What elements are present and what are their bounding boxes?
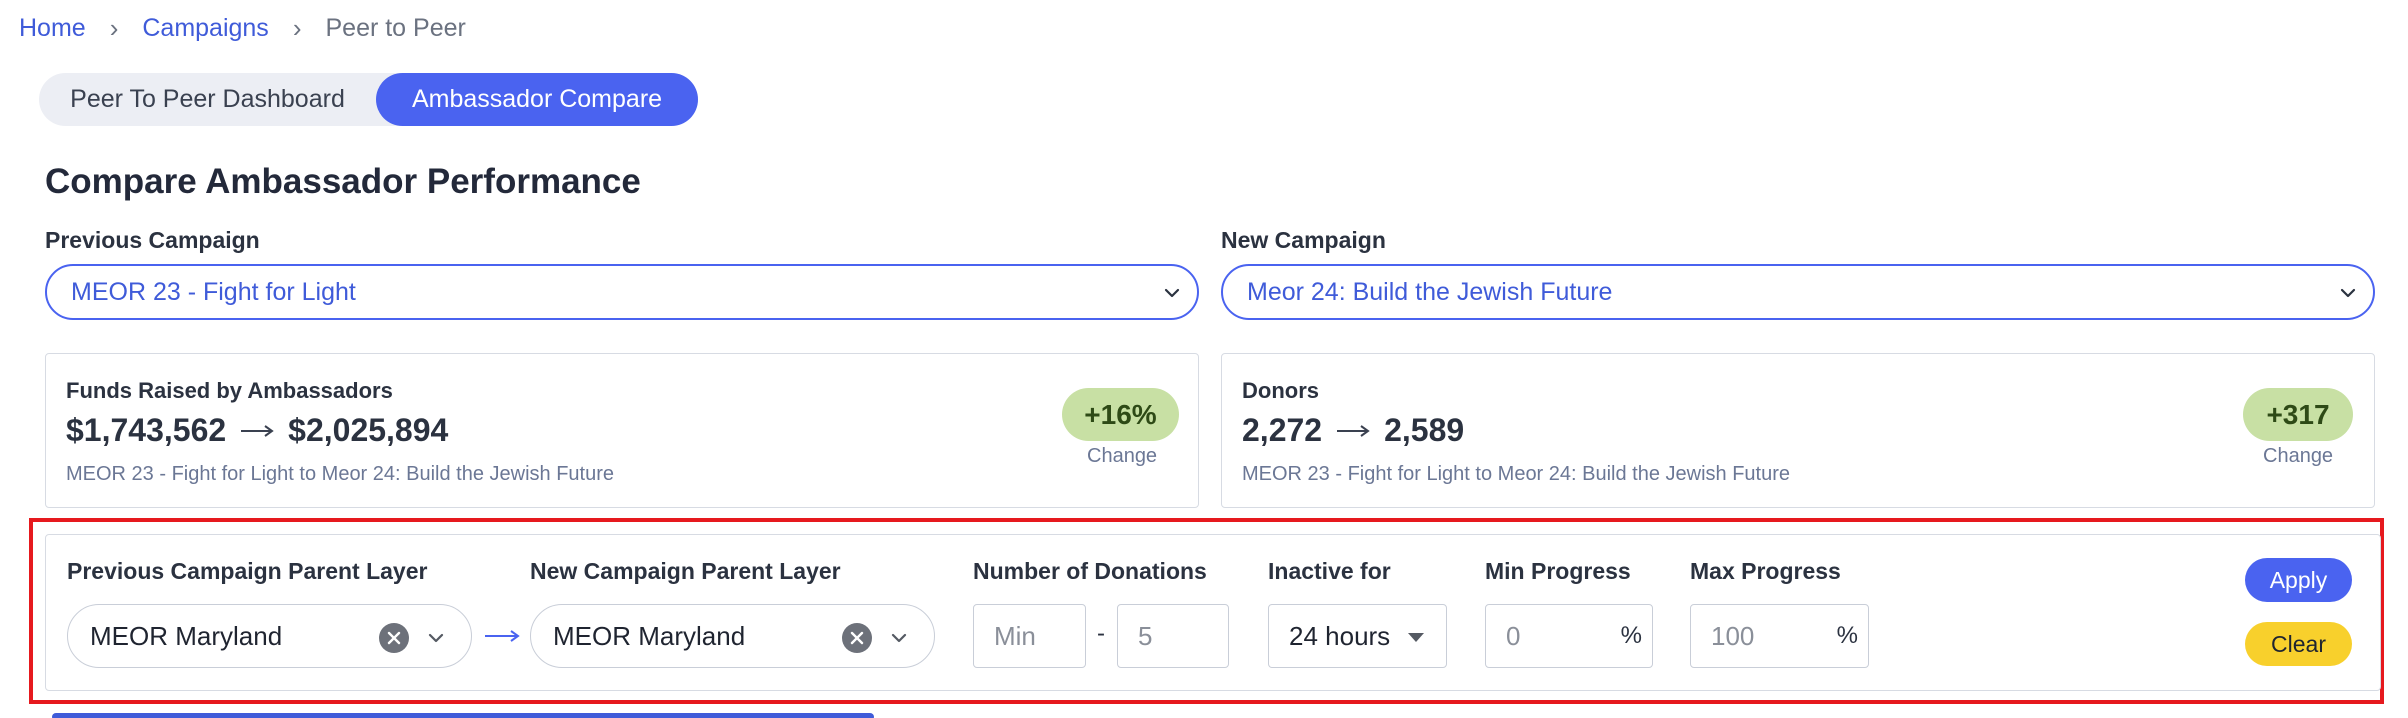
- new-campaign-value: Meor 24: Build the Jewish Future: [1247, 277, 1613, 306]
- max-progress-input[interactable]: 100 %: [1690, 604, 1869, 668]
- min-progress-placeholder: 0: [1506, 620, 1521, 651]
- arrow-right-icon: [241, 424, 274, 437]
- funds-raised-card: Funds Raised by Ambassadors $1,743,562 $…: [45, 353, 1199, 508]
- new-campaign-select[interactable]: Meor 24: Build the Jewish Future: [1221, 264, 2375, 320]
- arrow-right-icon: [485, 630, 520, 642]
- chevron-down-icon: [2340, 288, 2356, 298]
- funds-card-subtitle: MEOR 23 - Fight for Light to Meor 24: Bu…: [66, 463, 615, 485]
- caret-down-icon: [1408, 633, 1424, 642]
- prev-parent-layer-label: Previous Campaign Parent Layer: [67, 558, 428, 584]
- tab-ambassador-compare[interactable]: Ambassador Compare: [376, 73, 698, 126]
- funds-from-value: $1,743,562: [66, 412, 227, 448]
- funds-card-title: Funds Raised by Ambassadors: [66, 378, 393, 403]
- percent-symbol: %: [1836, 622, 1858, 649]
- donors-card-title: Donors: [1242, 378, 1319, 403]
- donors-from-value: 2,272: [1242, 412, 1323, 448]
- percent-symbol: %: [1620, 622, 1642, 649]
- breadcrumb: Home › Campaigns › Peer to Peer: [19, 12, 466, 44]
- inactive-for-label: Inactive for: [1268, 558, 1391, 584]
- apply-button[interactable]: Apply: [2245, 558, 2352, 602]
- prev-parent-layer-value: MEOR Maryland: [90, 620, 283, 651]
- tab-peer-to-peer-dashboard[interactable]: Peer To Peer Dashboard: [70, 85, 345, 113]
- donations-min-input[interactable]: Min: [973, 604, 1086, 668]
- min-progress-input[interactable]: 0 %: [1485, 604, 1653, 668]
- new-parent-layer-value: MEOR Maryland: [553, 620, 746, 651]
- min-progress-label: Min Progress: [1485, 558, 1631, 584]
- breadcrumb-current: Peer to Peer: [325, 13, 466, 42]
- breadcrumb-chevron-icon: ›: [109, 12, 119, 43]
- breadcrumb-chevron-icon: ›: [292, 12, 302, 43]
- donors-values: 2,272 2,589: [1242, 412, 1464, 449]
- chevron-down-icon[interactable]: [425, 627, 447, 649]
- clear-selection-icon[interactable]: [379, 623, 409, 653]
- inactive-for-select[interactable]: 24 hours: [1268, 604, 1447, 668]
- previous-campaign-value: MEOR 23 - Fight for Light: [71, 277, 356, 306]
- donors-change-label: Change: [2263, 445, 2334, 467]
- funds-to-value: $2,025,894: [288, 412, 449, 448]
- funds-change-label: Change: [1087, 445, 1158, 467]
- view-tabs: Peer To Peer Dashboard Ambassador Compar…: [39, 73, 698, 126]
- chevron-down-icon: [1164, 288, 1180, 298]
- donors-card: Donors 2,272 2,589 MEOR 23 - Fight for L…: [1221, 353, 2375, 508]
- number-of-donations-label: Number of Donations: [973, 558, 1207, 584]
- max-progress-label: Max Progress: [1690, 558, 1841, 584]
- new-parent-layer-select[interactable]: MEOR Maryland: [530, 604, 935, 668]
- max-progress-placeholder: 100: [1711, 620, 1755, 651]
- chevron-down-icon[interactable]: [888, 627, 910, 649]
- range-separator: -: [1097, 620, 1105, 647]
- donors-to-value: 2,589: [1384, 412, 1465, 448]
- donations-max-input[interactable]: 5: [1117, 604, 1229, 668]
- page-title: Compare Ambassador Performance: [45, 162, 641, 201]
- filter-panel: [45, 534, 2381, 691]
- clear-button[interactable]: Clear: [2245, 622, 2352, 666]
- donors-change-badge: +317: [2243, 388, 2353, 441]
- breadcrumb-campaigns-link[interactable]: Campaigns: [142, 13, 269, 42]
- funds-values: $1,743,562 $2,025,894: [66, 412, 448, 449]
- funds-change-badge: +16%: [1062, 388, 1179, 441]
- donors-card-subtitle: MEOR 23 - Fight for Light to Meor 24: Bu…: [1242, 463, 1791, 485]
- previous-campaign-label: Previous Campaign: [45, 227, 260, 253]
- breadcrumb-home-link[interactable]: Home: [19, 13, 86, 42]
- arrow-right-icon: [1337, 424, 1370, 437]
- prev-parent-layer-select[interactable]: MEOR Maryland: [67, 604, 472, 668]
- new-campaign-label: New Campaign: [1221, 227, 1386, 253]
- filter-highlight-box: [29, 518, 2384, 704]
- bottom-tab-indicator: [52, 713, 874, 718]
- inactive-for-value: 24 hours: [1289, 620, 1391, 651]
- previous-campaign-select[interactable]: MEOR 23 - Fight for Light: [45, 264, 1199, 320]
- new-parent-layer-label: New Campaign Parent Layer: [530, 558, 841, 584]
- clear-selection-icon[interactable]: [842, 623, 872, 653]
